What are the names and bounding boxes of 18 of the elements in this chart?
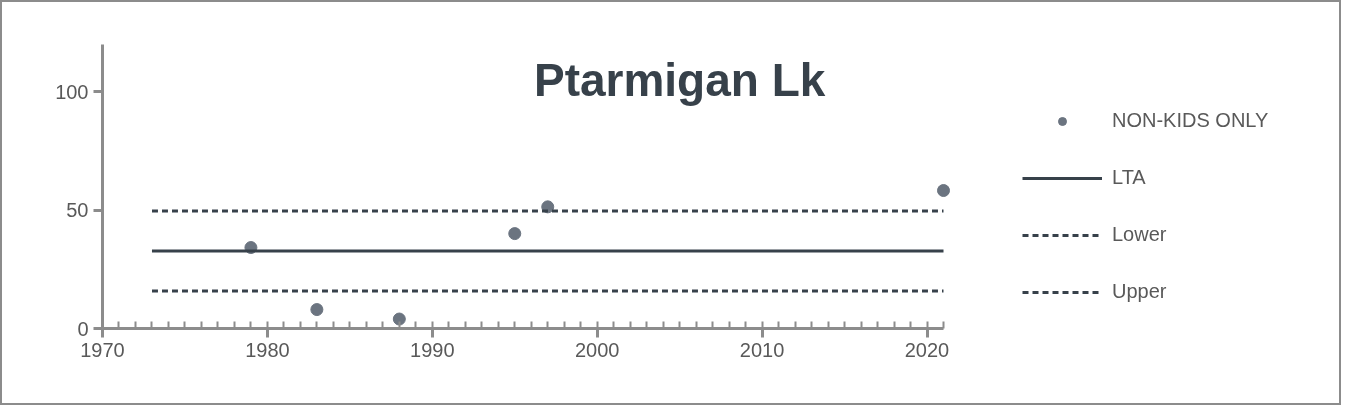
legend-label: NON-KIDS ONLY [1112, 109, 1269, 132]
x-tick-label: 1980 [245, 338, 290, 361]
x-tick-label: 1990 [410, 338, 455, 361]
legend-label: LTA [1112, 166, 1146, 189]
x-tick-label: 2010 [739, 338, 785, 361]
y-tick-label: 50 [66, 199, 89, 222]
y-tick-label: 100 [55, 80, 89, 103]
chart-title: Ptarmigan Lk [533, 53, 826, 106]
point [392, 312, 406, 326]
legend-label: Lower [1112, 223, 1167, 246]
point [310, 303, 324, 317]
y-tick-label: 0 [77, 317, 89, 340]
point [508, 227, 522, 241]
point [937, 184, 950, 198]
legend-label: Upper [1112, 280, 1167, 303]
x-tick-label: 1970 [80, 338, 125, 361]
x-tick-label: 2020 [904, 338, 950, 361]
x-tick-label: 2000 [574, 338, 620, 361]
